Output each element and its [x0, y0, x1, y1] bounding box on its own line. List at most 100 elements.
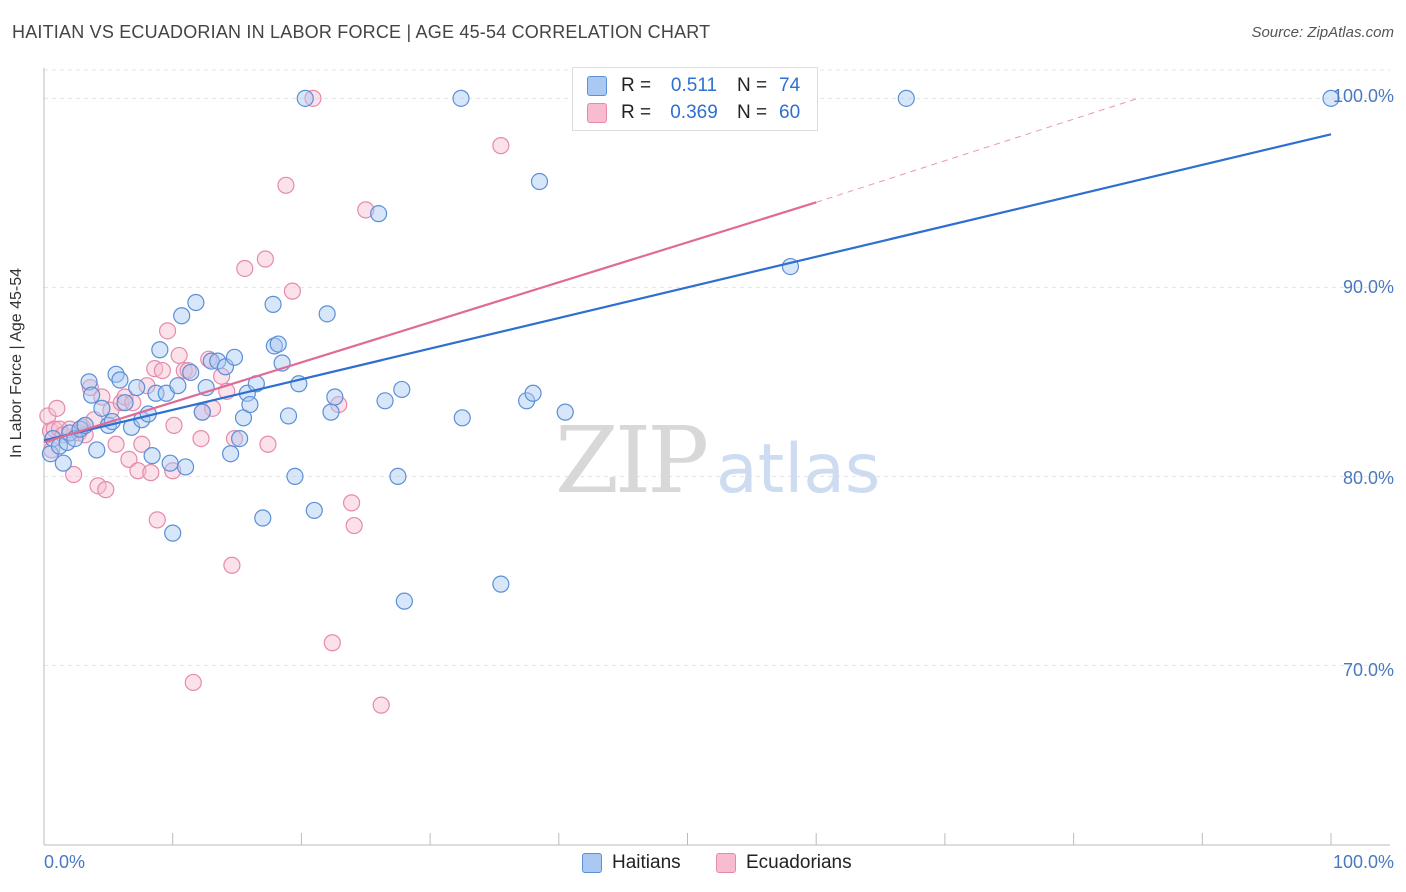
haitians-point	[222, 445, 240, 463]
watermark: ZIP atlas	[555, 407, 880, 514]
haitians-point	[88, 441, 106, 459]
haitians-point	[305, 501, 323, 520]
haitians-point	[322, 403, 340, 421]
ecuadorians-point	[97, 481, 115, 499]
watermark-atlas: atlas	[716, 430, 880, 509]
ecuadorians-legend-swatch	[716, 853, 736, 873]
ecuadorians-legend-label: Ecuadorians	[746, 852, 852, 873]
haitians-point	[193, 403, 211, 421]
stats-legend: R = 0.511 N = 74 R = 0.369 N = 60	[572, 67, 818, 131]
ecuadorians-point	[256, 250, 274, 268]
ecuadorians-point	[175, 361, 193, 380]
haitians-point	[492, 575, 510, 593]
legend-row-ecuadorians: R = 0.369 N = 60	[587, 101, 800, 125]
haitians-point	[80, 373, 98, 391]
ecuadorians-point	[277, 176, 295, 194]
haitians-point	[241, 395, 259, 414]
ecuadorians-point	[259, 435, 277, 453]
haitians-point	[54, 454, 72, 472]
haitians-point	[376, 392, 394, 410]
haitians-point	[176, 458, 195, 476]
legend-item-haitians[interactable]: Haitians	[582, 852, 681, 874]
ecuadorians-point	[153, 361, 172, 380]
ecuadorians-point	[142, 464, 160, 482]
ecuadorians-point	[372, 696, 390, 714]
haitians-point	[151, 341, 169, 359]
haitians-point	[326, 388, 344, 406]
haitians-point	[143, 447, 161, 465]
y-tick-90: 90.0%	[1342, 277, 1394, 297]
y-tick-100: 100.0%	[1332, 86, 1394, 106]
x-tick-0: 0.0%	[44, 852, 86, 872]
ecuadorians-point	[129, 462, 147, 480]
haitians-point	[389, 467, 407, 486]
ecuadorians-point	[165, 416, 183, 434]
ecuadorians-point	[133, 435, 151, 453]
haitians-point	[296, 89, 314, 107]
ecuadorians-point	[342, 494, 361, 512]
trend-lines	[43, 97, 1332, 444]
watermark-zip: ZIP	[555, 407, 706, 514]
haitians-point	[254, 509, 272, 527]
haitians-point	[395, 592, 413, 610]
haitians-point	[161, 454, 179, 472]
haitians-n-label: N =	[737, 75, 768, 96]
ecuadorians-point	[170, 346, 188, 365]
grid	[44, 69, 1390, 666]
ecuadorians-point	[283, 282, 301, 300]
ecuadorians-point	[345, 516, 363, 535]
ecuadorians-swatch	[587, 103, 607, 123]
haitians-point	[116, 394, 134, 412]
haitians-point	[453, 409, 471, 427]
haitians-r-label: R =	[621, 75, 652, 96]
ecuadorians-point	[323, 634, 341, 652]
ecuadorians-point	[158, 322, 177, 340]
haitians-point	[169, 377, 187, 395]
haitians-point	[269, 335, 287, 353]
ecuadorians-point	[236, 259, 254, 278]
ecuadorians-point	[179, 361, 197, 380]
ecuadorians-r-value: 0.369	[670, 102, 718, 123]
haitians-legend-swatch	[582, 853, 602, 873]
y-tick-70: 70.0%	[1342, 660, 1394, 680]
haitians-point	[231, 429, 249, 448]
y-axis-label: In Labor Force | Age 45-54	[8, 267, 25, 458]
haitians-point	[83, 386, 101, 404]
haitians-point	[318, 305, 336, 323]
ecuadorians-point	[48, 399, 66, 417]
ecuadorians-n-label: N =	[737, 102, 768, 123]
haitians-point	[279, 407, 298, 425]
haitians-point	[393, 380, 411, 399]
axes	[43, 68, 1390, 846]
legend-item-ecuadorians[interactable]: Ecuadorians	[716, 852, 852, 874]
haitians-point	[370, 205, 388, 223]
haitians-r-value: 0.511	[670, 75, 718, 96]
ecuadorians-point	[120, 450, 138, 468]
ecuadorians-point	[223, 556, 241, 574]
y-tick-80: 80.0%	[1342, 468, 1394, 488]
haitians-point	[187, 293, 205, 312]
ecuadorians-trendline-extension	[816, 97, 1139, 203]
haitians-point	[173, 307, 191, 325]
ecuadorians-point	[148, 511, 166, 529]
haitians-point	[897, 89, 915, 107]
haitians-point	[264, 295, 282, 313]
haitians-swatch	[587, 76, 607, 96]
haitians-point	[452, 89, 470, 107]
haitians-point	[164, 524, 182, 542]
ecuadorians-point	[192, 429, 210, 448]
ecuadorians-point	[492, 137, 510, 155]
ecuadorians-point	[107, 435, 125, 453]
ecuadorians-r-label: R =	[621, 102, 652, 123]
haitians-legend-label: Haitians	[612, 852, 681, 873]
series-legend: Haitians Ecuadorians	[0, 852, 1406, 876]
x-tick-100: 100.0%	[1332, 852, 1394, 872]
ecuadorians-trendline	[43, 201, 817, 444]
ecuadorians-point	[357, 201, 375, 219]
haitians-point	[128, 378, 146, 397]
haitians-point	[530, 172, 549, 191]
haitians-point	[1322, 89, 1340, 107]
ecuadorians-point	[184, 673, 202, 692]
haitians-point	[524, 384, 542, 402]
